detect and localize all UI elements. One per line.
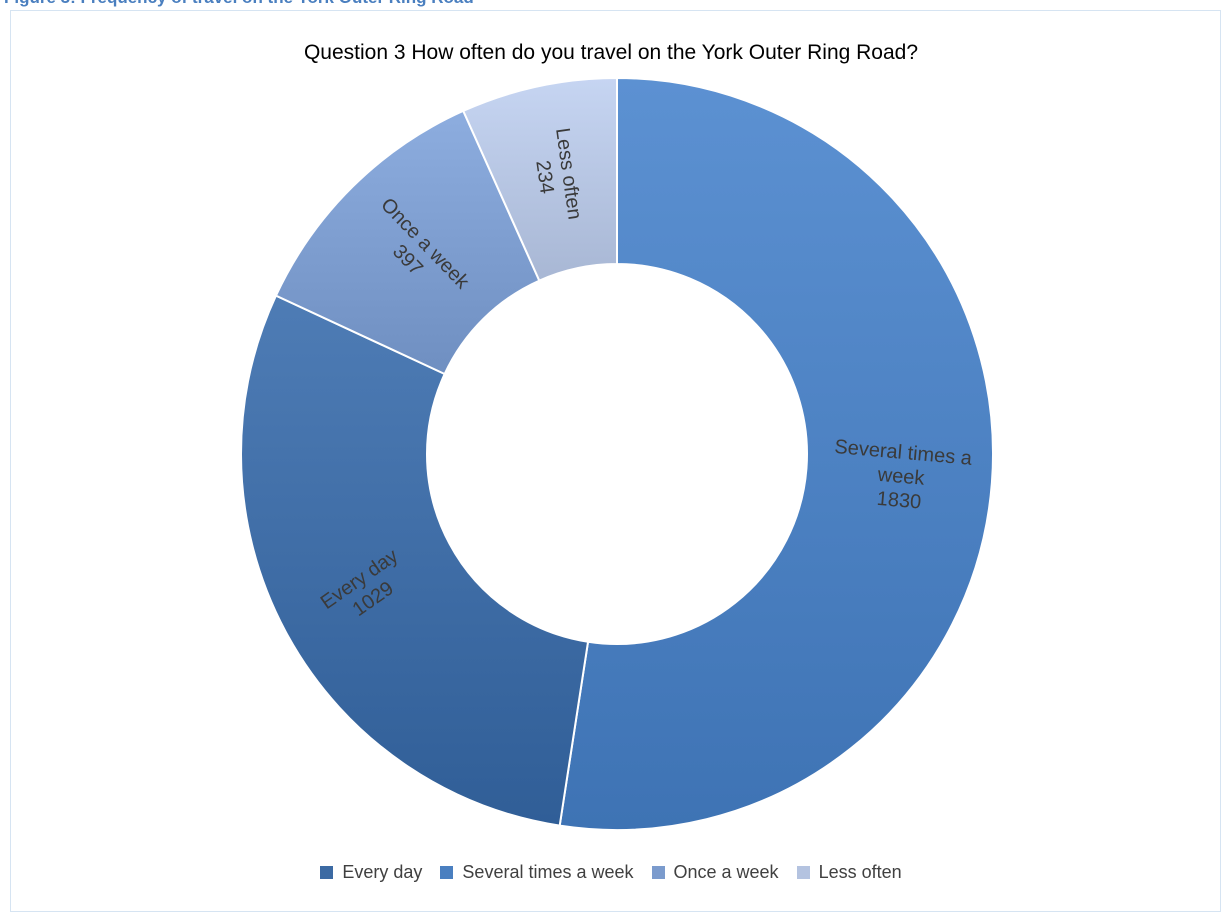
slices-layer (240, 76, 994, 831)
slice-less-often (461, 76, 618, 282)
legend-item-every-day: Every day (320, 862, 422, 883)
legend-swatch (440, 866, 454, 879)
legend-swatch (320, 866, 334, 879)
legend-swatch (651, 866, 665, 879)
slice-every-day (240, 294, 590, 827)
legend-item-several-times-a-week: Several times a week (440, 862, 634, 883)
legend-item-less-often: Less often (796, 862, 902, 883)
legend-label: Once a week (673, 862, 779, 882)
legend-swatch (796, 866, 810, 879)
figure-caption-strip: Figure 3: Frequency of travel on the Yor… (0, 0, 1222, 8)
slice-once-a-week (274, 109, 541, 376)
slice-several-times-a-week (558, 76, 994, 831)
legend-item-once-a-week: Once a week (651, 862, 779, 883)
legend-label: Every day (342, 862, 423, 882)
legend-label: Several times a week (462, 862, 634, 882)
figure-caption: Figure 3: Frequency of travel on the Yor… (4, 0, 474, 8)
data-label-value: 234 (531, 159, 557, 195)
legend-label: Less often (818, 862, 902, 882)
chart-title: Question 3 How often do you travel on th… (303, 41, 919, 64)
data-label-category: week (876, 464, 926, 490)
data-label-value: 1830 (876, 488, 922, 514)
legend: Every day Several times a week Once a week… (0, 862, 1222, 883)
